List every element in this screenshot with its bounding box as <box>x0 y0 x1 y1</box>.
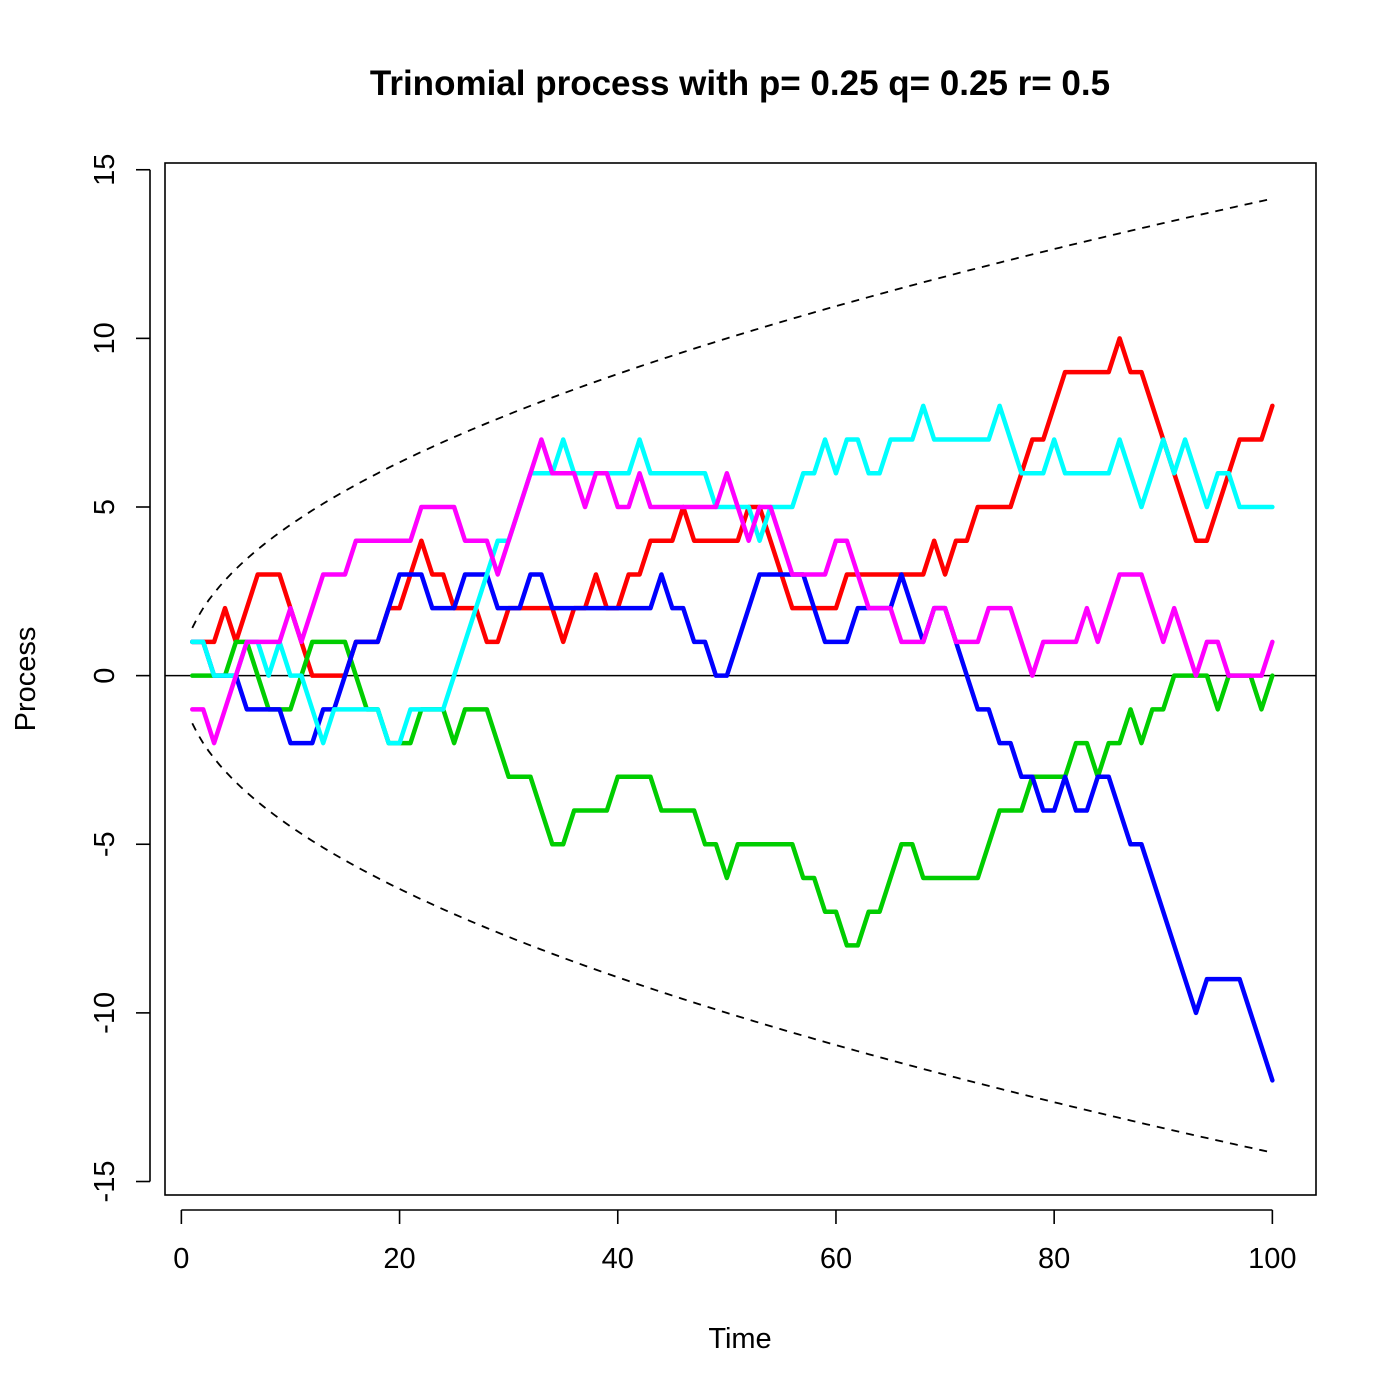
plot-frame <box>164 162 1317 1196</box>
x-tick-label: 60 <box>820 1243 852 1275</box>
y-axis-label: Process <box>10 627 42 732</box>
y-tick-label: 5 <box>89 499 121 515</box>
y-tick-label: -10 <box>89 992 121 1034</box>
axes: 0 20 40 60 80 100 -15 -10 -5 0 5 10 15 <box>89 154 1297 1275</box>
series-line-4 <box>190 403 1275 746</box>
x-tick-label: 0 <box>173 1243 189 1275</box>
chart-title: Trinomial process with p= 0.25 q= 0.25 r… <box>370 64 1110 103</box>
series-line-3 <box>190 572 1275 1083</box>
x-tick-label: 80 <box>1038 1243 1070 1275</box>
x-axis-label: Time <box>708 1323 771 1355</box>
series-line-5 <box>190 437 1275 746</box>
x-tick-label: 40 <box>602 1243 634 1275</box>
y-tick-label: -15 <box>89 1161 121 1203</box>
y-tick-label: 15 <box>89 154 121 186</box>
y-tick-label: 0 <box>89 668 121 684</box>
x-tick-label: 100 <box>1248 1243 1296 1275</box>
y-tick-label: 10 <box>89 322 121 354</box>
y-tick-label: -5 <box>89 831 121 857</box>
x-tick-label: 20 <box>383 1243 415 1275</box>
plot-area <box>165 197 1316 1154</box>
